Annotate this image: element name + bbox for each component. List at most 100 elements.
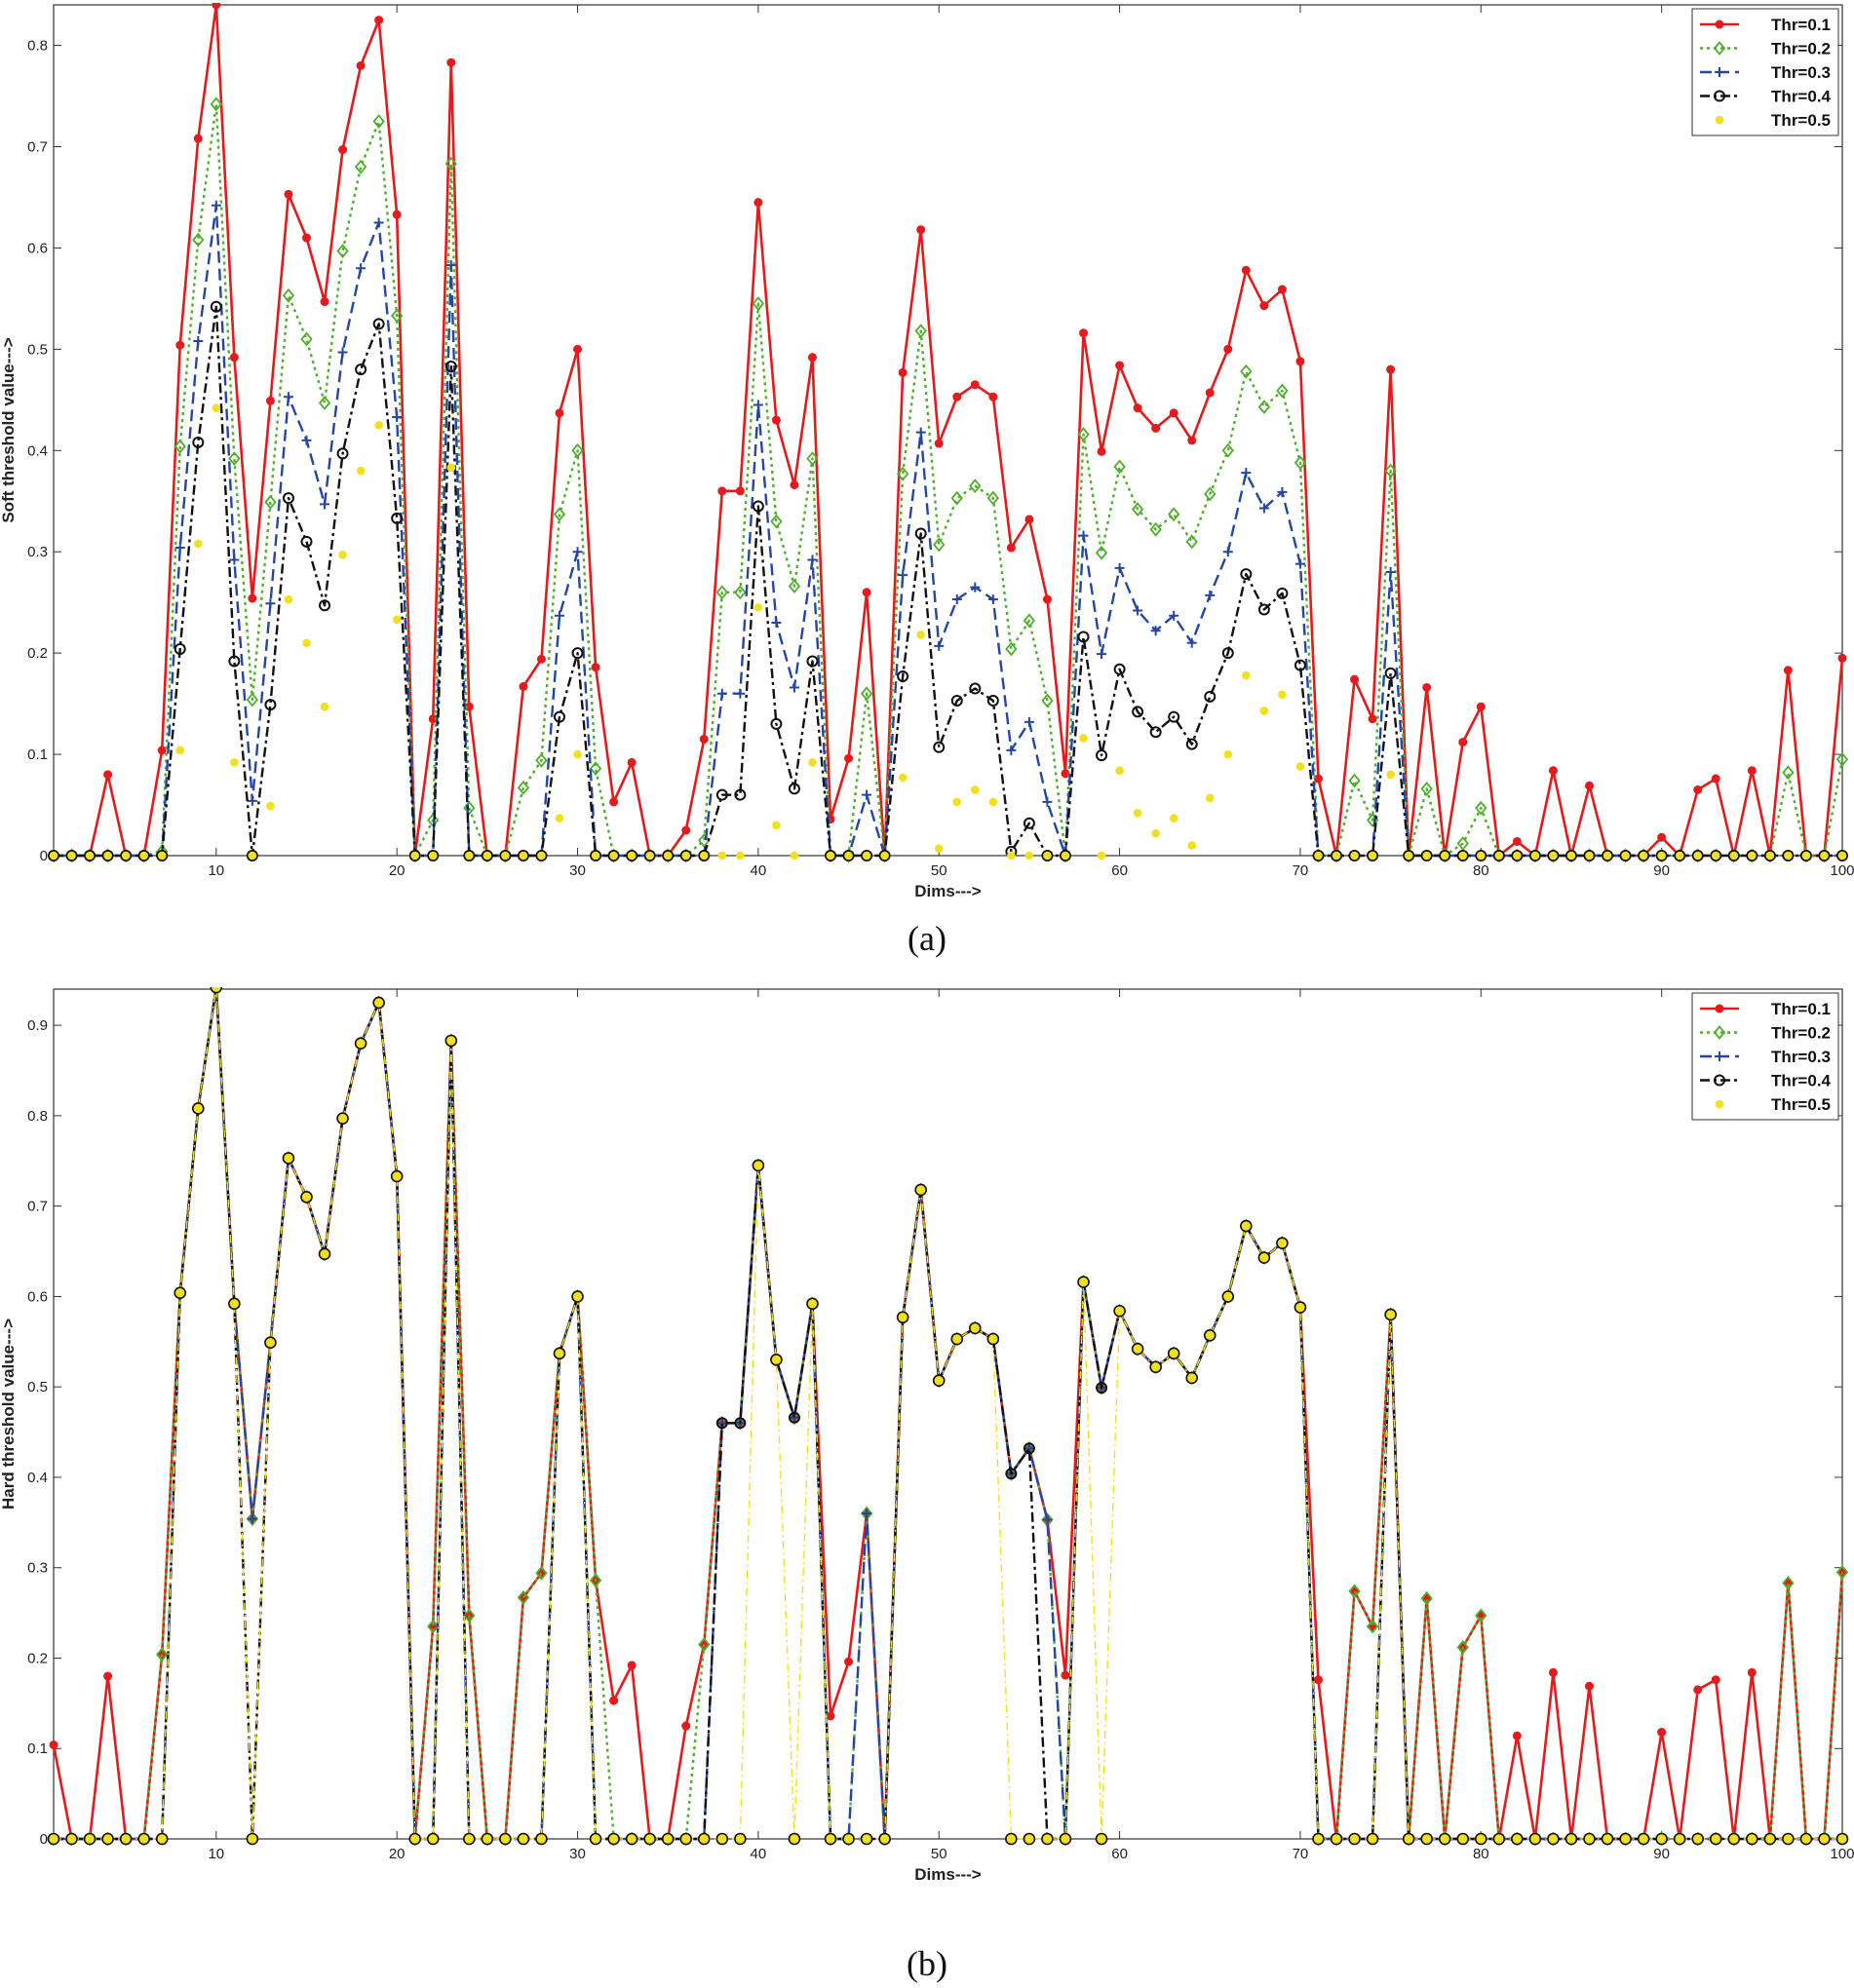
data-point-s3-49: [915, 427, 926, 438]
y-tick-label: 0: [40, 1831, 48, 1848]
data-point-s4-66: [1221, 647, 1234, 660]
data-point-slegend-2: [1713, 41, 1726, 56]
data-point-s4-84: [1547, 850, 1560, 861]
data-point-s5-58: [1077, 1276, 1090, 1288]
data-point-s5-73: [1348, 1832, 1361, 1846]
data-point-s5-98: [1799, 1832, 1813, 1846]
data-point-s5-95: [1748, 851, 1757, 860]
data-point-s5-74: [1366, 1832, 1379, 1846]
data-point-s2-75: [1384, 463, 1397, 478]
data-point-s5-33: [625, 1832, 638, 1846]
data-point-s1-14: [284, 189, 293, 199]
data-point-s1-44: [826, 1711, 835, 1721]
data-point-s5-100: [1837, 851, 1847, 860]
data-point-s5-68: [1257, 1251, 1271, 1264]
legend-label: Thr=0.2: [1771, 1024, 1831, 1043]
data-point-s1-27: [519, 681, 528, 691]
data-point-s5-57: [1059, 1832, 1072, 1846]
data-point-slegend-2: [1713, 1025, 1726, 1040]
y-tick-label: 0.2: [27, 1650, 48, 1666]
data-point-s4-96: [1763, 850, 1776, 861]
data-point-s2-97: [1782, 1576, 1795, 1590]
data-point-s2-68: [1257, 400, 1271, 415]
data-point-s5-52: [971, 785, 980, 794]
data-point-s3-15: [301, 435, 312, 445]
data-point-s5-44: [824, 1832, 837, 1846]
data-point-s5-80: [1476, 851, 1486, 860]
data-point-s4-35: [662, 850, 675, 861]
data-point-s5-93: [1709, 1832, 1722, 1846]
data-point-s5-62: [1149, 1360, 1162, 1374]
data-point-s1-74: [1368, 714, 1377, 724]
data-point-s4-99: [1818, 850, 1831, 861]
data-point-s2-61: [1131, 502, 1144, 516]
data-point-s3-20: [392, 411, 403, 422]
data-point-s3-64: [1186, 637, 1197, 648]
data-point-s4-41: [770, 717, 783, 730]
data-point-s3-59: [1097, 649, 1107, 660]
data-point-s5-23: [446, 463, 456, 473]
data-point-s2-49: [914, 324, 927, 339]
data-point-s5-72: [1330, 1832, 1343, 1846]
data-point-s5-47: [878, 1832, 891, 1846]
data-point-s4-61: [1132, 706, 1144, 718]
data-point-s4-15: [300, 535, 313, 548]
data-point-s3-56: [1042, 796, 1053, 807]
data-point-s2-30: [571, 442, 584, 458]
data-point-s5-38: [715, 1832, 729, 1846]
data-point-s4-50: [933, 741, 946, 753]
data-point-s1-77: [1422, 682, 1432, 692]
legend-entry-1: Thr=0.1: [1700, 16, 1831, 34]
data-point-s3-42: [789, 682, 799, 693]
data-point-s5-3: [83, 1832, 97, 1846]
data-point-s2-46: [860, 686, 873, 702]
data-point-s4-7: [156, 850, 169, 861]
data-point-s2-67: [1240, 363, 1253, 379]
data-point-s5-94: [1729, 851, 1739, 860]
x-tick-label: 60: [1111, 862, 1128, 879]
data-point-s4-42: [788, 783, 800, 795]
legend-label: Thr=0.2: [1771, 40, 1831, 58]
x-tick-label: 20: [389, 1846, 406, 1862]
data-point-s5-24: [463, 1832, 476, 1846]
legend-entry-2: Thr=0.2: [1700, 40, 1831, 58]
data-point-s4-38: [715, 788, 728, 801]
data-point-s5-21: [408, 1832, 422, 1846]
y-tick-label: 0.2: [27, 645, 48, 662]
data-point-s5-84: [1549, 851, 1558, 860]
legend: Thr=0.1 Thr=0.2 Thr=0.3 Thr=0.4 Thr=0.5: [1691, 992, 1839, 1121]
data-point-s1-86: [1585, 781, 1595, 790]
series-line-b-5: [54, 987, 1842, 1840]
data-point-s3-19: [373, 217, 384, 228]
data-point-s5-60: [1113, 1304, 1126, 1318]
data-point-s3-50: [934, 640, 945, 651]
data-point-s3-11: [229, 554, 240, 565]
data-point-s5-45: [844, 851, 853, 860]
data-point-s2-42: [788, 579, 801, 593]
data-point-s1-93: [1711, 774, 1720, 784]
data-point-s4-52: [969, 682, 982, 695]
data-point-s4-36: [679, 850, 692, 861]
data-point-s4-19: [372, 318, 385, 330]
y-tick-label: 0.5: [27, 341, 48, 358]
data-point-s5-84: [1547, 1832, 1560, 1846]
data-point-s3-53: [987, 594, 998, 605]
data-point-s5-13: [264, 1336, 277, 1350]
data-point-s2-97: [1782, 765, 1795, 781]
data-point-s1-64: [1187, 436, 1197, 445]
data-point-s4-10: [210, 300, 222, 313]
x-tick-label: 10: [208, 1846, 224, 1862]
data-point-s4-18: [355, 363, 367, 376]
data-point-s5-20: [392, 615, 402, 625]
data-point-s2-48: [896, 466, 909, 481]
data-point-s1-100: [1837, 653, 1847, 663]
data-point-s5-61: [1131, 1342, 1144, 1356]
data-point-s1-17: [338, 145, 348, 155]
data-point-s4-97: [1782, 850, 1795, 861]
data-point-s3-13: [265, 598, 276, 609]
data-point-s1-41: [771, 415, 781, 425]
data-point-s5-91: [1673, 1832, 1686, 1846]
data-point-s3-63: [1169, 610, 1179, 621]
data-point-s2-100: [1835, 751, 1849, 767]
data-point-s5-35: [661, 1832, 675, 1846]
